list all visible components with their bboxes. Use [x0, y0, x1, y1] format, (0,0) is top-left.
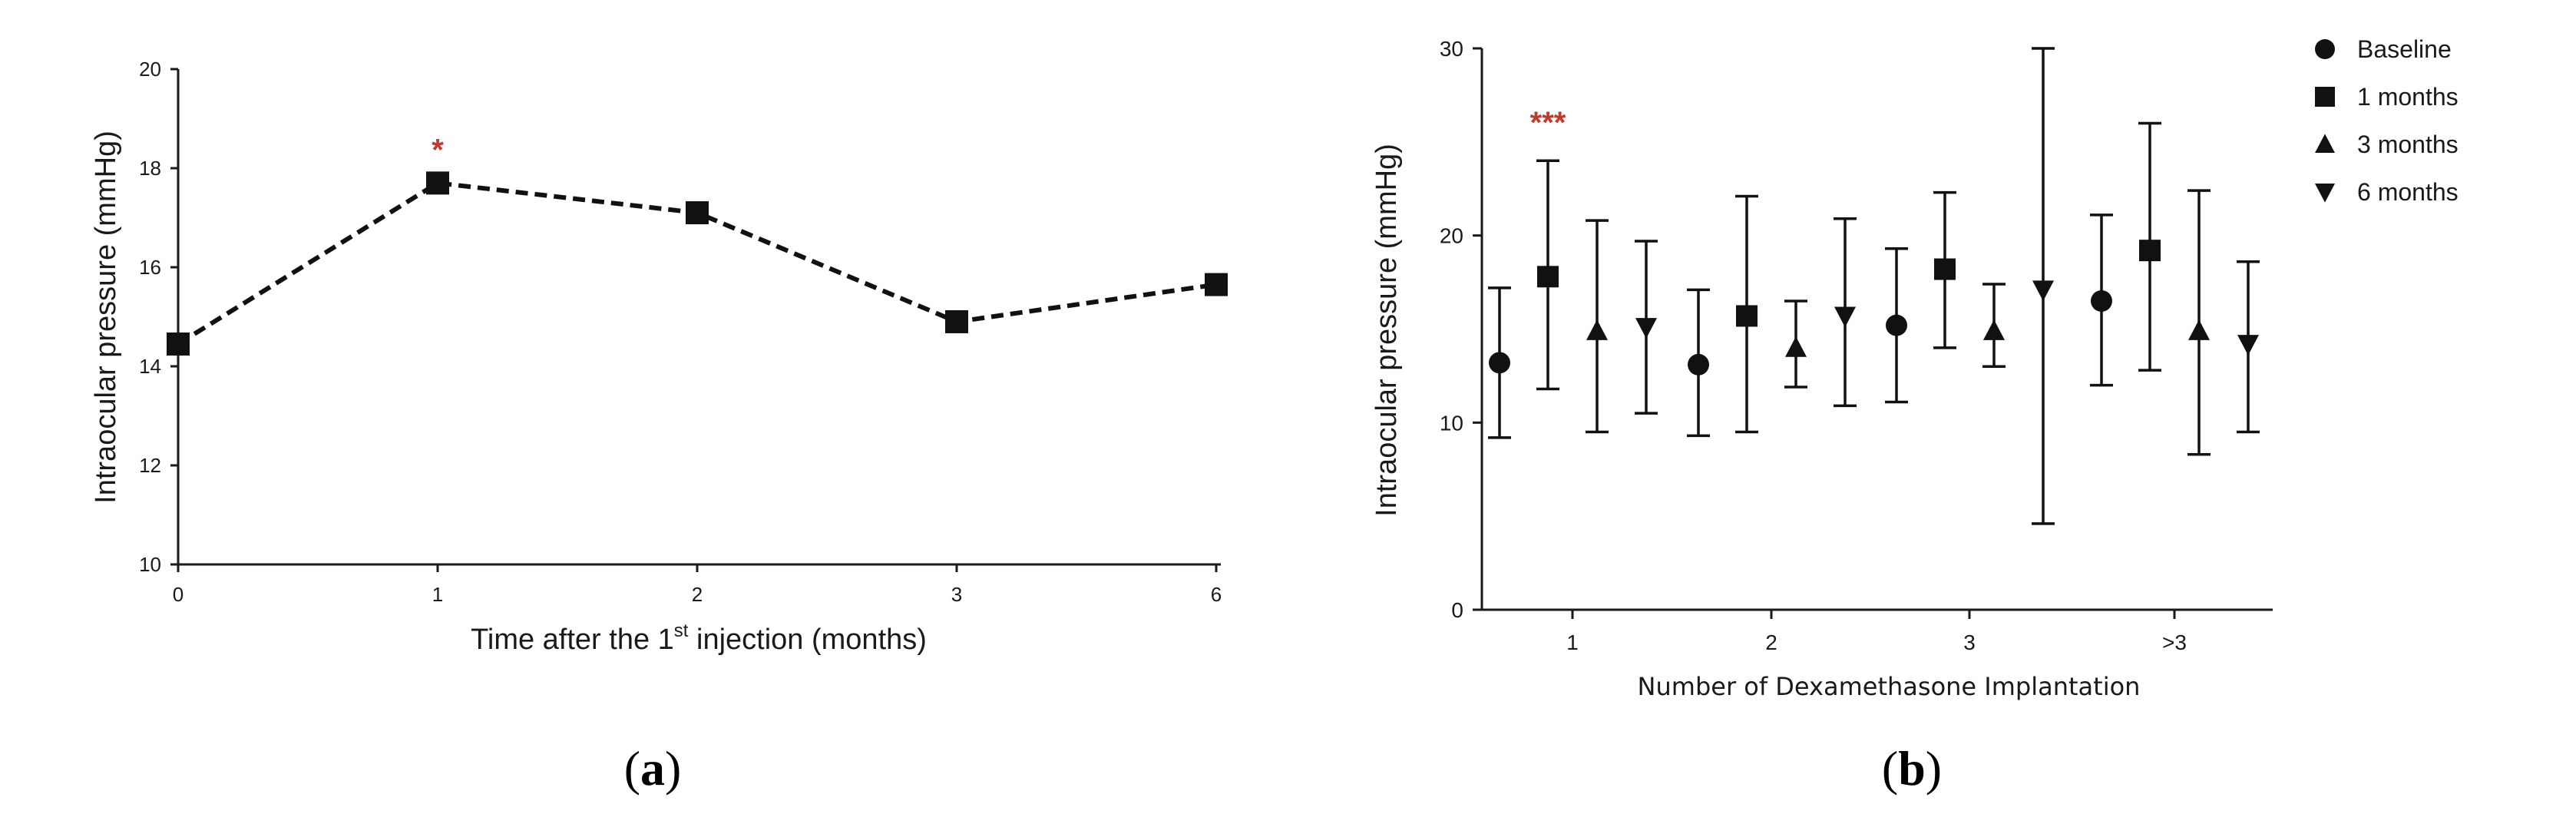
chart-b: 0 10 20 30 1 2 3 >3 *** Baseline 1 months 3 mont…: [1371, 35, 2459, 796]
chart-b-point-baseline: [2091, 290, 2112, 312]
chart-b-y-tick-label: 10: [1440, 411, 1463, 435]
chart-a-data-point: [426, 171, 449, 195]
chart-b-y-tick-label: 0: [1451, 598, 1463, 622]
chart-a-y-tick-label: 10: [139, 553, 161, 576]
chart-a-y-tick-label: 18: [139, 157, 161, 180]
chart-b-x-tick-label: 1: [1566, 630, 1579, 654]
chart-b-point-3-months: [2188, 319, 2210, 340]
chart-b-y-axis-label: Intraocular pressure (mmHg): [1371, 144, 1403, 517]
chart-a-data-point: [686, 201, 709, 225]
chart-b-x-tick-label: 2: [1765, 630, 1777, 654]
chart-b-panel-label: (b): [1882, 741, 1942, 796]
chart-b-point-6-months: [1635, 318, 1657, 339]
chart-a-y-tick-label: 14: [139, 355, 161, 378]
chart-b-point-1-months: [2139, 240, 2161, 262]
chart-b-point-3-months: [1983, 319, 2005, 340]
chart-b-point-baseline: [1688, 353, 1709, 376]
chart-b-y-tick-label: 20: [1440, 224, 1463, 248]
chart-a-panel-label: (a): [624, 741, 682, 796]
chart-a-x-tick-label: 1: [432, 583, 443, 606]
chart-a-y-tick-label: 20: [139, 58, 161, 81]
chart-b-legend-label: 3 months: [2357, 131, 2459, 158]
chart-a-data-point: [945, 309, 968, 333]
chart-a-x-tick-label: 0: [173, 583, 184, 606]
chart-b-point-baseline: [1489, 352, 1510, 374]
chart-b-point-6-months: [1834, 306, 1856, 328]
chart-b-legend-label: Baseline: [2357, 35, 2452, 63]
chart-b-legend-marker: [2315, 87, 2335, 107]
chart-a-y-tick-label: 16: [139, 256, 161, 279]
chart-b-point-6-months: [2237, 335, 2259, 356]
chart-a-x-tick-label: 3: [951, 583, 962, 606]
chart-b-point-baseline: [1886, 314, 1907, 336]
chart-a-y-tick-label: 12: [139, 454, 161, 477]
chart-b-legend-label: 6 months: [2357, 178, 2459, 206]
chart-a-x-tick-label: 6: [1211, 583, 1222, 606]
chart-b-legend-marker: [2315, 183, 2335, 203]
chart-b-legend-label: 1 months: [2357, 83, 2459, 111]
chart-a-significance-annotation: *: [432, 133, 444, 167]
chart-b-x-tick-label: 3: [1963, 630, 1976, 654]
chart-b-legend-marker: [2315, 134, 2335, 154]
chart-b-x-axis-label: Number of Dexamethasone Implantation: [1638, 672, 2141, 701]
chart-b-point-3-months: [1785, 336, 1807, 357]
chart-b-point-1-months: [1934, 258, 1956, 280]
chart-b-point-3-months: [1586, 319, 1608, 340]
chart-b-point-1-months: [1537, 266, 1559, 288]
chart-a-data-point: [1205, 273, 1228, 296]
chart-a-data-point: [167, 332, 190, 356]
chart-b-x-tick-label: >3: [2162, 630, 2187, 654]
chart-b-legend-marker: [2315, 39, 2335, 59]
chart-b-point-1-months: [1736, 305, 1758, 327]
chart-a-x-axis-label: Time after the 1st injection (months): [471, 620, 927, 656]
chart-a-x-tick-label: 2: [692, 583, 703, 606]
chart-a-y-axis-label: Intraocular pressure (mmHg): [90, 131, 122, 504]
chart-b-point-6-months: [2032, 280, 2054, 302]
chart-b-y-tick-label: 30: [1440, 37, 1463, 61]
chart-b-significance-annotation: ***: [1530, 106, 1566, 140]
